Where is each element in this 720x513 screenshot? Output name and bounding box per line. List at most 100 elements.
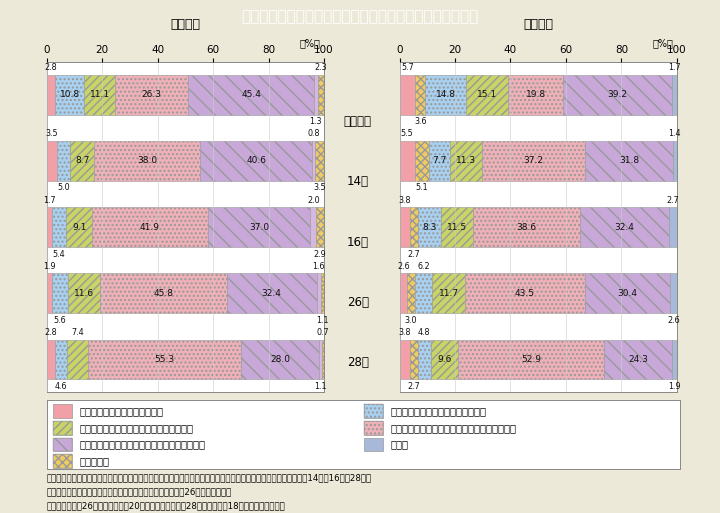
Text: 0.7: 0.7: [317, 328, 329, 337]
Text: 24.3: 24.3: [628, 355, 648, 364]
Text: 38.6: 38.6: [516, 223, 536, 231]
Bar: [407, 273, 415, 313]
Bar: [319, 340, 322, 379]
Bar: [322, 340, 324, 379]
Bar: [88, 340, 241, 379]
FancyBboxPatch shape: [53, 438, 72, 451]
Text: 10.8: 10.8: [60, 90, 80, 99]
Bar: [585, 141, 673, 181]
Text: 4.6: 4.6: [55, 382, 67, 391]
Bar: [400, 273, 407, 313]
Bar: [67, 340, 88, 379]
Bar: [415, 75, 426, 114]
Text: ＜男性＞: ＜男性＞: [523, 18, 553, 31]
Text: ＜女性＞: ＜女性＞: [171, 18, 200, 31]
Bar: [188, 75, 314, 114]
Text: 38.0: 38.0: [137, 156, 157, 165]
Bar: [115, 75, 188, 114]
Bar: [673, 141, 677, 181]
Text: 15.1: 15.1: [477, 90, 498, 99]
Text: 28.0: 28.0: [270, 355, 290, 364]
Text: 1.9: 1.9: [668, 382, 680, 391]
Text: 11.6: 11.6: [73, 289, 94, 298]
Text: 5.4: 5.4: [53, 249, 66, 259]
Bar: [400, 75, 415, 114]
Bar: [55, 75, 84, 114]
Text: 16年: 16年: [347, 235, 369, 248]
Bar: [410, 207, 418, 247]
Text: 1.7: 1.7: [43, 195, 55, 205]
Bar: [208, 207, 310, 247]
Text: （%）: （%）: [300, 38, 320, 48]
Text: 0.8: 0.8: [307, 129, 320, 139]
Bar: [429, 141, 450, 181]
Bar: [312, 141, 315, 181]
Text: 2.3: 2.3: [315, 63, 327, 72]
Text: 3.8: 3.8: [399, 328, 411, 337]
Text: 9.6: 9.6: [437, 355, 451, 364]
Text: 5.1: 5.1: [415, 183, 428, 192]
Text: 5.5: 5.5: [401, 129, 413, 139]
Bar: [410, 340, 418, 379]
Bar: [94, 141, 200, 181]
Text: 2.0: 2.0: [307, 195, 320, 205]
Text: 28年: 28年: [347, 356, 369, 369]
Text: 45.4: 45.4: [241, 90, 261, 99]
Text: 11.7: 11.7: [438, 289, 459, 298]
Text: 8.7: 8.7: [75, 156, 89, 165]
Bar: [672, 340, 677, 379]
Bar: [71, 141, 94, 181]
Bar: [52, 207, 66, 247]
Text: 7.7: 7.7: [433, 156, 447, 165]
Text: 結婚するまでは職業をもつ方がよい: 結婚するまでは職業をもつ方がよい: [390, 406, 486, 416]
Text: 1.1: 1.1: [316, 315, 329, 325]
Text: １－２－５図　女性が職業を持つことに対する意識の変化: １－２－５図 女性が職業を持つことに対する意識の変化: [241, 9, 479, 24]
Bar: [316, 207, 324, 247]
Bar: [415, 273, 432, 313]
Bar: [318, 75, 324, 114]
Bar: [418, 340, 431, 379]
Bar: [321, 273, 324, 313]
Text: 26.3: 26.3: [142, 90, 162, 99]
Bar: [55, 340, 67, 379]
Text: 11.5: 11.5: [446, 223, 467, 231]
Text: （備考）１．内閣府「男女平等に関する世論調査」（平成４年），「男女共同参画社会に関する世論調査」（平成14年，16年，28年）: （備考）１．内閣府「男女平等に関する世論調査」（平成４年），「男女共同参画社会に…: [47, 473, 372, 482]
Text: 子供ができても，ずっと職業を続ける方がよい: 子供ができても，ずっと職業を続ける方がよい: [390, 423, 516, 433]
Bar: [317, 273, 321, 313]
Bar: [84, 75, 115, 114]
Text: わからない: わからない: [80, 456, 109, 466]
Bar: [415, 141, 429, 181]
Bar: [47, 273, 52, 313]
Text: 52.9: 52.9: [521, 355, 541, 364]
Bar: [56, 141, 71, 181]
Text: 43.5: 43.5: [515, 289, 535, 298]
Text: 1.7: 1.7: [668, 63, 680, 72]
Bar: [310, 207, 316, 247]
Text: 37.2: 37.2: [523, 156, 543, 165]
Bar: [457, 340, 604, 379]
FancyBboxPatch shape: [53, 454, 72, 468]
Text: 4.8: 4.8: [418, 328, 431, 337]
Bar: [563, 75, 672, 114]
Bar: [227, 273, 317, 313]
Text: 2.6: 2.6: [397, 262, 410, 271]
Bar: [432, 273, 464, 313]
Bar: [441, 207, 472, 247]
Bar: [580, 207, 670, 247]
FancyBboxPatch shape: [53, 421, 72, 435]
Text: 及び「女性の活躍推進に関する世論調査」（平成26年）より作成。: 及び「女性の活躍推進に関する世論調査」（平成26年）より作成。: [47, 487, 232, 497]
Text: 2.9: 2.9: [314, 249, 326, 259]
Text: 3.0: 3.0: [405, 315, 417, 325]
Text: 55.3: 55.3: [154, 355, 174, 364]
Bar: [47, 207, 52, 247]
Text: 5.6: 5.6: [53, 315, 66, 325]
Bar: [47, 141, 56, 181]
Text: 45.8: 45.8: [153, 289, 174, 298]
FancyBboxPatch shape: [364, 438, 382, 451]
Text: 2.8: 2.8: [45, 63, 57, 72]
Text: （%）: （%）: [652, 38, 673, 48]
Bar: [670, 207, 677, 247]
Text: 平成４年: 平成４年: [344, 115, 372, 128]
Text: 5.0: 5.0: [57, 183, 70, 192]
Text: 39.2: 39.2: [608, 90, 627, 99]
